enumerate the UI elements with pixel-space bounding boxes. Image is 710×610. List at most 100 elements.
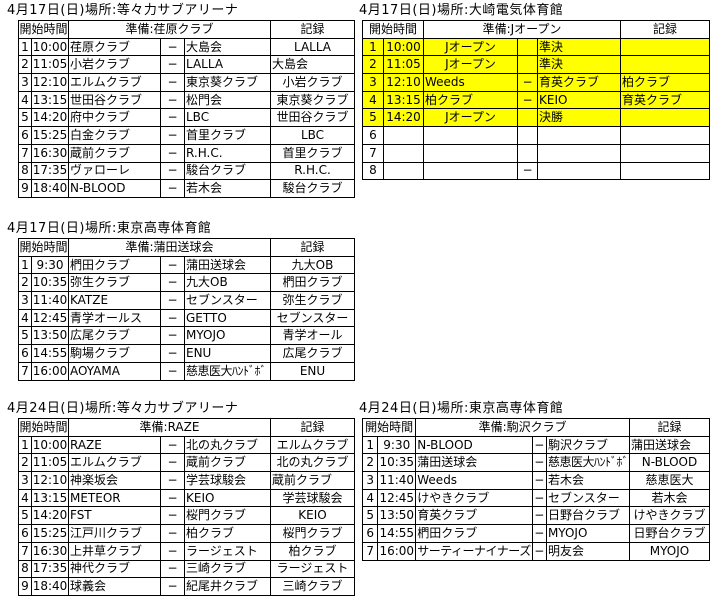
match-number-cell: 7 xyxy=(18,541,32,561)
match-number-cell: 6 xyxy=(18,126,32,145)
match-row: 2 10:35 弥生クラブ − 九大OB 椚田クラブ xyxy=(18,273,355,293)
match-row: 1 10:00 Jオープン 準決 xyxy=(362,37,710,57)
start-time-cell: 11:05 xyxy=(31,55,69,75)
match-number-cell: 1 xyxy=(18,37,32,57)
start-time-cell: 11:40 xyxy=(31,291,69,310)
away-team-cell: 決勝 xyxy=(537,108,621,128)
match-rows: 1 10:00 Jオープン 準決 2 11:05 Jオープン 準決 3 12:10 Weeds − 育英… xyxy=(362,37,710,181)
home-team-cell: 蔵前クラブ xyxy=(68,143,161,163)
header-record: 記録 xyxy=(270,20,355,39)
home-team-cell: 白金クラブ xyxy=(68,126,161,145)
match-number-cell: 2 xyxy=(18,55,32,75)
start-time-cell: 17:35 xyxy=(31,161,69,181)
match-row: 6 14:55 椚田クラブ − MYOJO 日野台クラブ xyxy=(361,524,710,543)
match-number-cell: 2 xyxy=(361,453,379,473)
match-row: 2 11:05 小岩クラブ − LALLA 大島会 xyxy=(18,55,355,75)
home-team-cell: 神代クラブ xyxy=(68,559,161,579)
home-team-cell: Jオープン xyxy=(423,108,518,128)
match-row: 7 xyxy=(362,143,710,163)
header-row: 開始時間 準備:Jオープン 記録 xyxy=(362,20,710,39)
vs-cell: − xyxy=(531,453,547,473)
vs-cell: − xyxy=(160,559,185,579)
vs-cell: − xyxy=(531,471,547,490)
record-cell: KEIO xyxy=(270,506,355,526)
start-time-cell: 15:25 xyxy=(31,126,69,145)
away-team-cell: 北の丸クラブ xyxy=(184,435,271,455)
home-team-cell: Jオープン xyxy=(423,37,518,57)
header-prep: 準備:蒲田送球会 xyxy=(68,238,271,257)
match-row: 2 11:05 エルムクラブ − 蔵前クラブ 北の丸クラブ xyxy=(18,453,355,473)
record-cell xyxy=(620,108,710,128)
match-number-cell: 9 xyxy=(18,577,32,596)
table-title: 4月17日(日)場所:等々力サブアリーナ xyxy=(7,3,239,18)
vs-cell: − xyxy=(160,255,185,275)
match-row: 9 18:40 球義会 − 紀尾井クラブ 三崎クラブ xyxy=(18,577,355,596)
vs-cell: − xyxy=(531,541,547,561)
record-cell xyxy=(620,161,710,181)
match-row: 4 12:45 青学オールス − GETTO セブンスター xyxy=(18,308,355,328)
home-team-cell: 江戸川クラブ xyxy=(68,524,161,543)
vs-cell: − xyxy=(160,488,185,508)
home-team-cell: KATZE xyxy=(68,291,161,310)
start-time-cell: 16:30 xyxy=(31,541,69,561)
record-cell: ENU xyxy=(270,361,355,381)
start-time-cell: 15:25 xyxy=(31,524,69,543)
match-number-cell: 5 xyxy=(361,506,379,526)
home-team-cell: 椚田クラブ xyxy=(68,255,161,275)
match-row: 5 14:20 FST − 桜門クラブ KEIO xyxy=(18,506,355,526)
start-time-cell: 10:35 xyxy=(377,453,417,473)
start-time-cell: 10:00 xyxy=(31,37,69,57)
record-cell: 駿台クラブ xyxy=(270,179,355,198)
table-title: 4月17日(日)場所:大崎電気体育館 xyxy=(359,3,564,18)
match-row: 5 14:20 Jオープン 決勝 xyxy=(362,108,710,128)
record-cell xyxy=(620,126,710,145)
away-team-cell: LALLA xyxy=(184,55,271,75)
home-team-cell: けやきクラブ xyxy=(415,488,533,508)
away-team-cell: 蔵前クラブ xyxy=(184,453,271,473)
match-row: 4 13:15 世田谷クラブ − 松門会 東京葵クラブ xyxy=(18,90,355,110)
match-number-cell: 1 xyxy=(18,255,32,275)
record-cell: 若木会 xyxy=(628,488,710,508)
record-cell: 柏クラブ xyxy=(270,541,355,561)
home-team-cell: 球義会 xyxy=(68,577,161,596)
vs-cell: − xyxy=(160,326,185,346)
vs-cell: − xyxy=(160,126,185,145)
match-row: 6 15:25 江戸川クラブ − 柏クラブ 桜門クラブ xyxy=(18,524,355,543)
away-team-cell: 慈恵医大ﾊﾝﾄﾞﾎﾞ xyxy=(545,453,630,473)
away-team-cell: 大島会 xyxy=(184,37,271,57)
record-cell: 青学オール xyxy=(270,326,355,346)
record-cell: けやきクラブ xyxy=(628,506,710,526)
away-team-cell: 桜門クラブ xyxy=(184,506,271,526)
away-team-cell: 九大OB xyxy=(184,273,271,293)
record-cell: R.H.C. xyxy=(270,161,355,181)
match-rows: 1 10:00 荏原クラブ − 大島会 LALLA 2 11:05 小岩クラブ − LALLA 大島会… xyxy=(18,37,355,198)
start-time-cell: 14:20 xyxy=(31,506,69,526)
match-number-cell: 6 xyxy=(18,524,32,543)
away-team-cell xyxy=(537,143,621,163)
home-team-cell: ヴァローレ xyxy=(68,161,161,181)
header-start-time: 開始時間 xyxy=(18,20,69,39)
match-number-cell: 4 xyxy=(362,90,384,110)
record-cell: 柏クラブ xyxy=(620,73,710,92)
home-team-cell: N-BLOOD xyxy=(415,435,533,455)
record-cell: 学芸球駿会 xyxy=(270,488,355,508)
section-apr17-kosen: 4月17日(日)場所:東京高専体育館 開始時間 準備:蒲田送球会 記録 1 9:3… xyxy=(7,221,355,381)
away-team-cell: 三崎クラブ xyxy=(184,559,271,579)
away-team-cell: KEIO xyxy=(184,488,271,508)
schedule-table: 開始時間 準備:Jオープン 記録 1 10:00 Jオープン 準決 2 11:05 Jオープ… xyxy=(362,20,710,181)
record-cell: 三崎クラブ xyxy=(270,577,355,596)
home-team-cell: 荏原クラブ xyxy=(68,37,161,57)
away-team-cell: LBC xyxy=(184,108,271,128)
match-number-cell: 7 xyxy=(18,143,32,163)
away-team-cell: 明友会 xyxy=(545,541,630,561)
vs-cell: − xyxy=(531,435,547,455)
record-cell: MYOJO xyxy=(628,541,710,561)
match-row: 3 11:40 Weeds − 若木会 慈恵医大 xyxy=(361,471,710,490)
start-time-cell: 12:10 xyxy=(31,73,69,92)
away-team-cell: 蒲田送球会 xyxy=(184,255,271,275)
start-time-cell xyxy=(383,161,424,181)
record-cell xyxy=(620,37,710,57)
record-cell: 蒲田送球会 xyxy=(628,435,710,455)
